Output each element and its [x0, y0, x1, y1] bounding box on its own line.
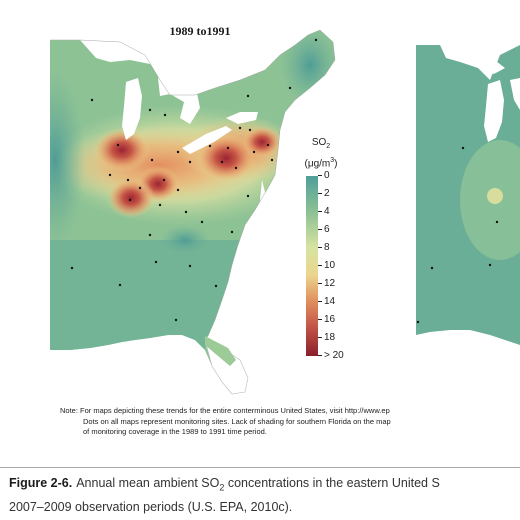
note-line-3: of monitoring coverage in the 1989 to 19… — [83, 427, 267, 436]
legend-color-bar — [306, 176, 318, 356]
right-lake-superior — [440, 45, 505, 74]
legend-tick-label: 14 — [318, 296, 335, 307]
legend-tick-label: 2 — [318, 188, 330, 199]
monitoring-site-dot — [128, 198, 132, 202]
monitoring-site-dot — [158, 203, 162, 207]
lake-superior — [80, 40, 178, 70]
map-west-cool — [50, 70, 85, 250]
monitoring-site-dot — [162, 178, 166, 182]
legend-tick-label: > 20 — [318, 350, 344, 361]
caption-text: Annual mean ambient SO — [76, 476, 220, 490]
monitoring-site-dot — [163, 113, 167, 117]
florida-shaded-area — [205, 336, 236, 366]
legend-tick-label: 8 — [318, 242, 330, 253]
monitoring-site-dot — [430, 266, 434, 270]
legend-title-prefix: SO — [311, 137, 327, 148]
monitoring-site-dot — [188, 160, 192, 164]
monitoring-site-dot — [314, 38, 318, 42]
legend-title-sub: 2 — [326, 143, 331, 150]
right-map — [416, 45, 520, 345]
caption-line-2: 2007–2009 observation periods (U.S. EPA,… — [9, 499, 293, 514]
monitoring-site-dot — [200, 220, 204, 224]
monitoring-site-dot — [108, 173, 112, 177]
so2-map-figure — [50, 29, 520, 395]
monitoring-site-dot — [416, 320, 420, 324]
legend-tick-label: 4 — [318, 206, 330, 217]
figure-caption: Figure 2-6. Annual mean ambient SO2 conce… — [9, 474, 520, 517]
monitoring-site-dot — [246, 94, 250, 98]
legend-tick-label: 16 — [318, 314, 335, 325]
legend-labels: 0 2 4 6 8 10 12 14 16 18 > 20 — [318, 170, 358, 370]
monitoring-site-dot — [176, 150, 180, 154]
caption-line-1: Figure 2-6. Annual mean ambient SO2 conce… — [9, 474, 520, 498]
monitoring-site-dot — [154, 260, 158, 264]
legend-title: SO2 (μg/m3) — [296, 136, 346, 171]
monitoring-site-dot — [208, 144, 212, 148]
note-line-1: Note: For maps depicting these trends fo… — [60, 406, 390, 415]
caption-sub: 2 — [219, 482, 225, 493]
monitoring-site-dot — [230, 230, 234, 234]
monitoring-site-dot — [238, 126, 242, 130]
map-note: Note: For maps depicting these trends fo… — [60, 406, 520, 438]
monitoring-site-dot — [148, 233, 152, 237]
monitoring-site-dot — [150, 158, 154, 162]
monitoring-site-dot — [252, 150, 256, 154]
legend-units-sup: 3 — [330, 157, 335, 164]
monitoring-site-dot — [288, 86, 292, 90]
great-lakes — [80, 40, 258, 154]
monitoring-site-dot — [495, 220, 499, 224]
legend-units: (μg/m — [304, 158, 331, 170]
monitoring-site-dot — [174, 318, 178, 322]
map-hotspot-ny — [242, 126, 282, 158]
legend-tick-label: 0 — [318, 170, 330, 181]
right-monitoring-sites — [416, 146, 499, 324]
legend-tick-label: 6 — [318, 224, 330, 235]
map-title: 1989 to1991 — [169, 24, 231, 38]
map-hotspot-indiana — [107, 178, 155, 218]
monitoring-site-dot — [148, 108, 152, 112]
monitoring-site-dot — [118, 283, 122, 287]
monitoring-site-dot — [188, 264, 192, 268]
right-map-hotspot — [487, 188, 503, 204]
monitoring-site-dot — [184, 210, 188, 214]
right-map-lakes — [440, 45, 520, 142]
map-new-england-cool — [280, 30, 335, 105]
caption-divider — [0, 467, 520, 468]
monitoring-sites — [70, 38, 318, 322]
legend-tick-label: 10 — [318, 260, 335, 271]
legend-tick-label: 18 — [318, 332, 335, 343]
monitoring-site-dot — [226, 146, 230, 150]
monitoring-site-dot — [220, 160, 224, 164]
chesapeake-bay — [260, 180, 266, 210]
monitoring-site-dot — [138, 186, 142, 190]
right-lake-michigan — [484, 80, 504, 142]
map-appalachian-cool — [160, 225, 210, 255]
map-hotspot-chicago — [94, 128, 150, 172]
monitoring-site-dot — [248, 128, 252, 132]
lake-michigan — [122, 78, 142, 140]
monitoring-site-dot — [176, 188, 180, 192]
note-line-2: Dots on all maps represent monitoring si… — [83, 416, 391, 426]
right-lake-huron — [510, 78, 520, 110]
monitoring-site-dot — [461, 146, 465, 150]
legend-units-close: ) — [334, 158, 338, 170]
monitoring-site-dot — [70, 266, 74, 270]
monitoring-site-dot — [270, 158, 274, 162]
monitoring-site-dot — [246, 194, 250, 198]
lake-ontario — [226, 112, 258, 124]
monitoring-site-dot — [234, 166, 238, 170]
map-outline — [50, 29, 336, 337]
caption-text-rest: concentrations in the eastern United S — [224, 476, 440, 490]
figure-label: Figure 2-6. — [9, 476, 73, 490]
monitoring-site-dot — [116, 143, 120, 147]
monitoring-site-dot — [126, 178, 130, 182]
monitoring-site-dot — [266, 143, 270, 147]
legend-tick-label: 12 — [318, 278, 335, 289]
lake-huron — [158, 76, 200, 124]
monitoring-site-dot — [90, 98, 94, 102]
monitoring-site-dot — [214, 284, 218, 288]
monitoring-site-dot — [488, 263, 492, 267]
lake-erie — [182, 126, 232, 154]
